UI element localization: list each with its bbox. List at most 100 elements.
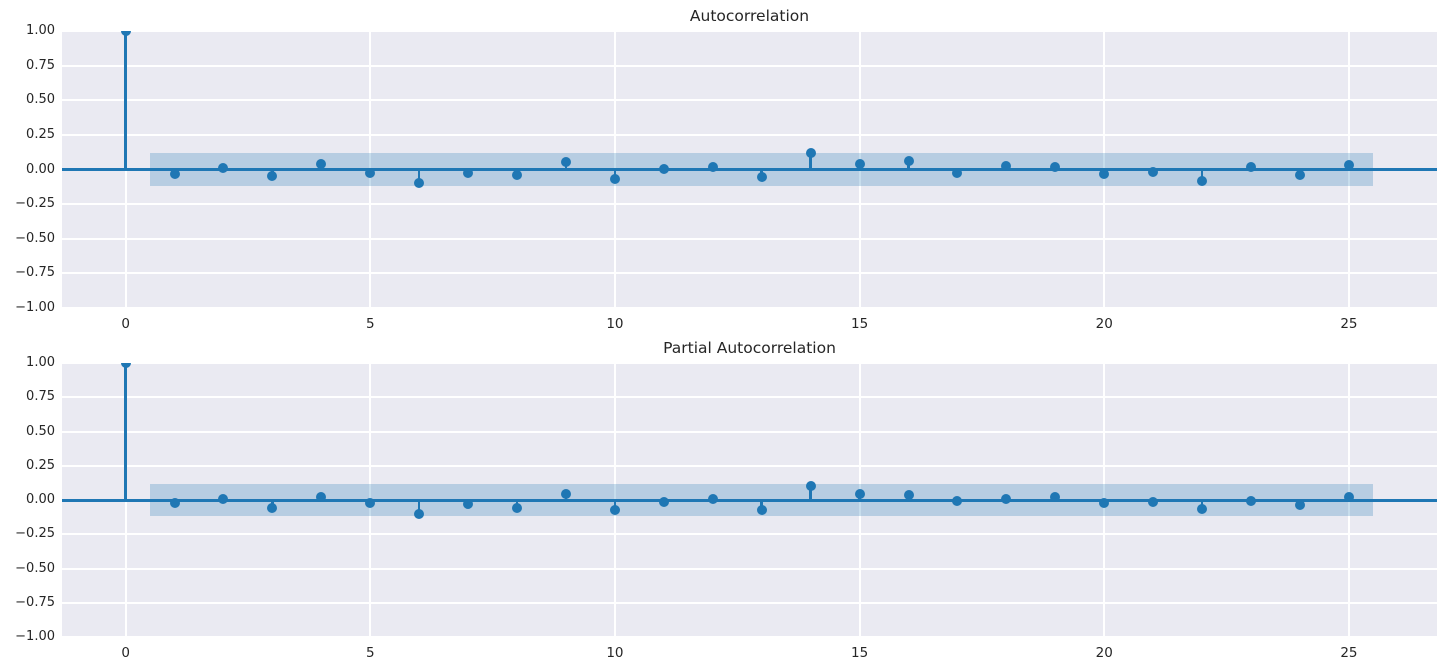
stem: [1103, 500, 1106, 503]
stem: [417, 169, 421, 184]
stem: [564, 161, 568, 170]
plot-title: Partial Autocorrelation: [663, 339, 836, 357]
h-gridline: [62, 464, 1437, 467]
data-point-marker: [903, 489, 914, 500]
x-tick-label: 5: [365, 645, 375, 661]
y-tick-label: 0.25: [26, 457, 55, 473]
data-point-marker: [1294, 170, 1305, 181]
y-tick-label: −0.75: [15, 265, 55, 281]
data-point-marker: [316, 158, 327, 169]
y-tick-label: 0.00: [26, 161, 55, 177]
stem: [809, 152, 812, 170]
plot-title: Autocorrelation: [689, 7, 810, 25]
v-gridline: [613, 31, 616, 308]
data-point-marker: [1050, 492, 1061, 503]
stem: [613, 500, 617, 510]
stem: [809, 485, 812, 500]
stem: [417, 500, 421, 515]
stem: [1054, 497, 1057, 500]
data-point-marker: [707, 162, 718, 173]
data-point-marker: [463, 167, 474, 178]
stem: [222, 168, 225, 170]
x-tick-label: 25: [1340, 645, 1358, 661]
stem: [662, 500, 666, 503]
stem: [466, 169, 470, 173]
v-gridline: [124, 31, 127, 308]
stem: [320, 163, 323, 170]
h-gridline: [62, 567, 1437, 570]
h-gridline: [62, 133, 1437, 136]
data-point-marker: [1001, 493, 1012, 504]
v-gridline: [858, 31, 861, 308]
confidence-band: [150, 152, 1374, 187]
stem: [711, 167, 715, 170]
h-gridline: [62, 430, 1437, 433]
data-point-marker: [1099, 497, 1110, 508]
data-point-marker: [218, 163, 229, 174]
data-point-marker: [854, 158, 865, 169]
data-point-marker: [1246, 496, 1257, 507]
data-point-marker: [658, 497, 669, 508]
h-gridline: [62, 307, 1437, 308]
data-point-marker: [365, 498, 376, 509]
data-point-marker: [512, 170, 523, 181]
stem: [1200, 500, 1204, 509]
x-tick-label: 15: [851, 645, 869, 661]
data-point-marker: [169, 168, 180, 179]
stem: [1005, 166, 1008, 170]
stem: [466, 500, 470, 505]
data-point-marker: [707, 494, 718, 505]
zero-line: [62, 168, 1437, 171]
data-point-marker: [267, 171, 278, 182]
stem: [1347, 164, 1351, 170]
stem: [613, 169, 617, 180]
data-point-marker: [952, 496, 963, 507]
data-point-marker: [805, 147, 816, 158]
stem: [858, 163, 861, 170]
h-gridline: [62, 99, 1437, 102]
data-point-marker: [658, 163, 669, 174]
data-point-marker: [414, 509, 425, 520]
y-tick-label: 0.25: [26, 126, 55, 142]
stem: [1249, 166, 1253, 170]
stem: [1103, 169, 1106, 174]
y-tick-label: 0.50: [26, 423, 55, 439]
data-point-marker: [1343, 491, 1354, 502]
data-point-marker: [854, 488, 865, 499]
v-gridline: [858, 363, 861, 637]
zero-line: [62, 498, 1437, 502]
stem: [564, 493, 568, 500]
data-point-marker: [561, 156, 571, 167]
h-gridline: [62, 499, 1437, 501]
h-gridline: [62, 396, 1437, 399]
h-gridline: [62, 601, 1437, 604]
x-tick-label: 10: [606, 645, 624, 661]
data-point-marker: [218, 494, 229, 505]
data-point-marker: [463, 499, 474, 510]
stem: [907, 494, 910, 500]
stem: [760, 500, 763, 511]
data-point-marker: [1294, 499, 1305, 510]
stem: [124, 363, 127, 500]
stem: [1298, 500, 1302, 505]
y-tick-label: −0.25: [15, 196, 55, 212]
data-point-marker: [120, 31, 131, 36]
data-point-marker: [1001, 161, 1012, 172]
stem: [956, 500, 959, 502]
data-point-marker: [756, 172, 767, 183]
data-point-marker: [1148, 167, 1159, 178]
h-gridline: [62, 237, 1437, 240]
stem: [271, 500, 274, 508]
h-gridline: [62, 64, 1437, 67]
h-gridline: [62, 533, 1437, 536]
stem: [320, 496, 323, 500]
data-point-marker: [1197, 176, 1208, 187]
stem: [956, 169, 959, 173]
x-tick-label: 10: [606, 316, 624, 332]
stem: [907, 161, 910, 170]
v-gridline: [1347, 363, 1350, 637]
stem: [1151, 500, 1155, 503]
